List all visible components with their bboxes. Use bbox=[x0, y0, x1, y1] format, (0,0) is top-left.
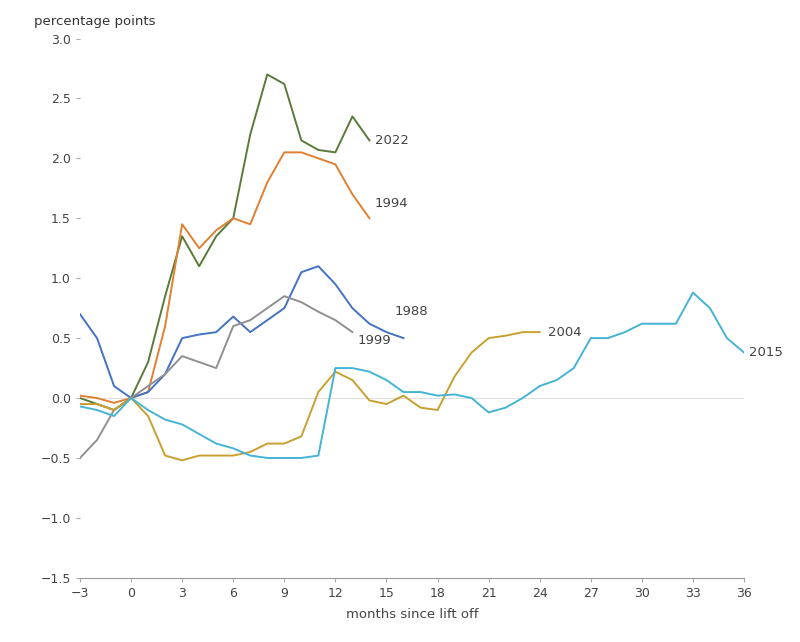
Text: 1988: 1988 bbox=[395, 305, 429, 318]
X-axis label: months since lift off: months since lift off bbox=[346, 608, 478, 621]
Text: 2015: 2015 bbox=[749, 346, 783, 359]
Text: 2022: 2022 bbox=[374, 134, 409, 147]
Text: 1994: 1994 bbox=[374, 197, 408, 211]
Text: 2004: 2004 bbox=[548, 325, 582, 338]
Text: percentage points: percentage points bbox=[34, 15, 155, 28]
Text: 1999: 1999 bbox=[358, 334, 391, 347]
